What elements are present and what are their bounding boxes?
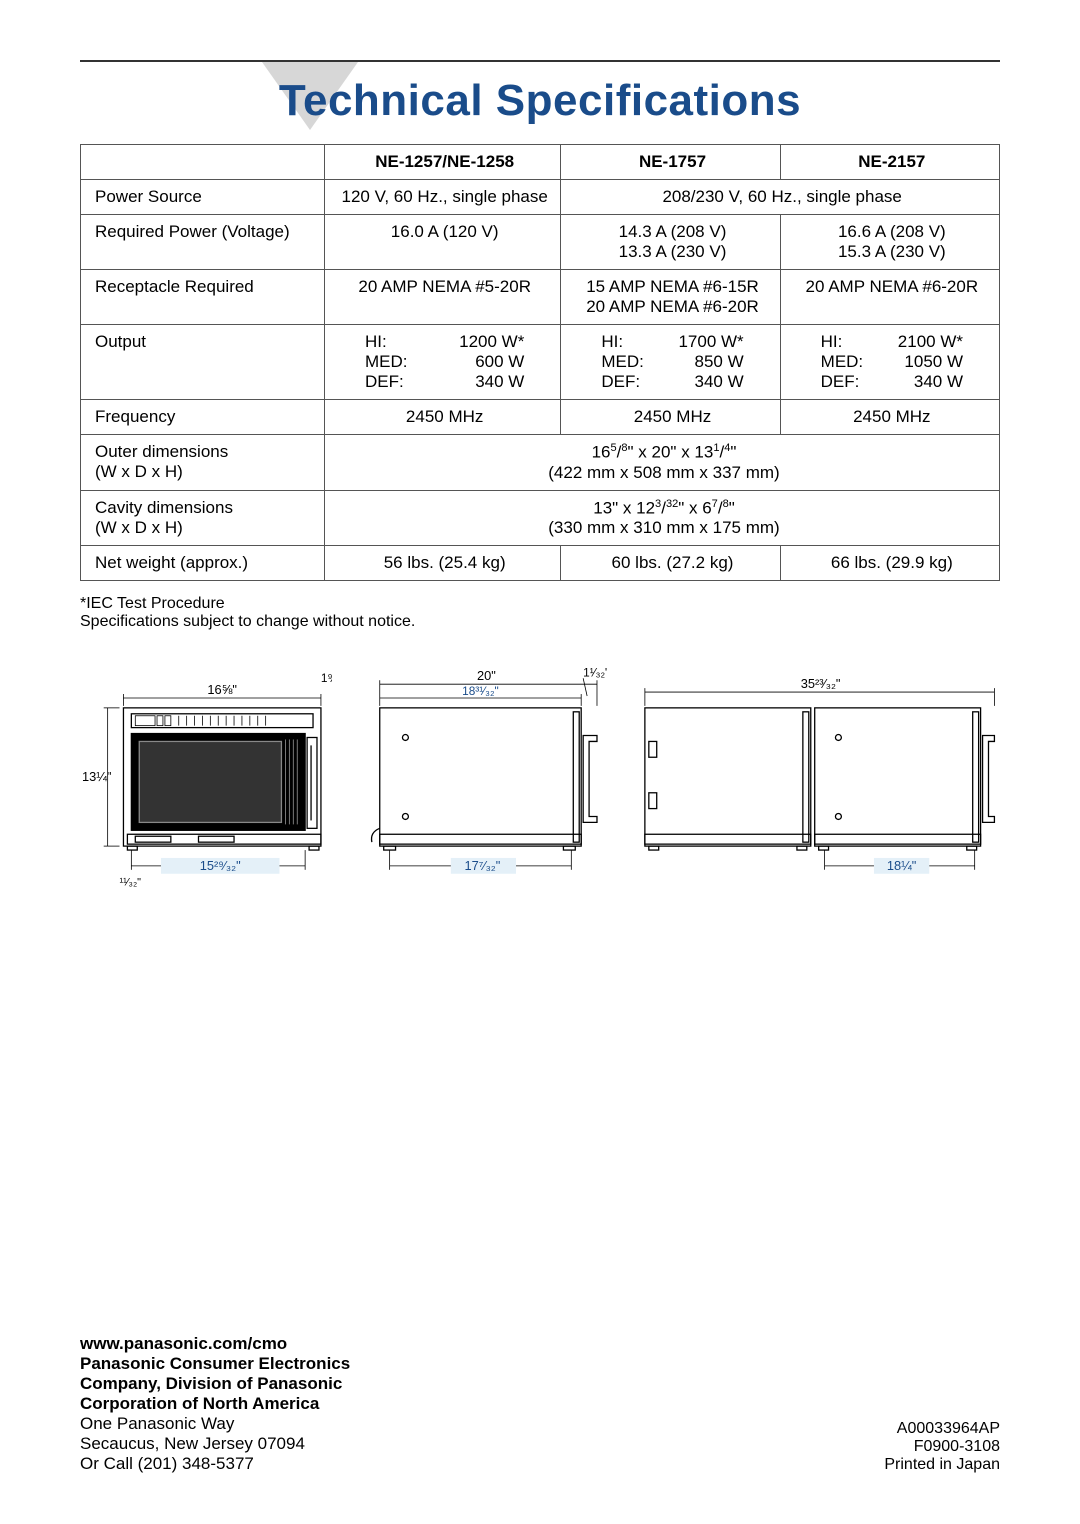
note-line-2: Specifications subject to change without… — [80, 613, 1000, 631]
dim-left: 13¼" — [82, 769, 112, 784]
table-row: Outer dimensions (W x D x H) 165/8" x 20… — [81, 435, 1000, 491]
table-row: Cavity dimensions (W x D x H) 13" x 123/… — [81, 490, 1000, 546]
th-model-3: NE-2157 — [780, 145, 999, 180]
th-model-1: NE-1257/NE-1258 — [325, 145, 561, 180]
row-label: Receptacle Required — [81, 270, 325, 325]
row-label: Power Source — [81, 180, 325, 215]
dim-top: 16⅝" — [207, 682, 237, 697]
dim-bl: ¹¹⁄₃₂" — [119, 877, 141, 889]
notes: *IEC Test Procedure Specifications subje… — [80, 595, 1000, 631]
table-row: Frequency 2450 MHz 2450 MHz 2450 MHz — [81, 400, 1000, 435]
row-label: Net weight (approx.) — [81, 546, 325, 581]
page-title: Technical Specifications — [80, 76, 1000, 126]
cell: 2450 MHz — [780, 400, 999, 435]
output-labels: HI: MED: DEF: — [365, 332, 408, 392]
cell: 60 lbs. (27.2 kg) — [561, 546, 780, 581]
cell: 120 V, 60 Hz., single phase — [325, 180, 561, 215]
dim-bottom: 18¼" — [886, 858, 916, 873]
dim-bottom: 17⁷⁄₃₂" — [464, 858, 500, 873]
footer-company-1: Panasonic Consumer Electronics — [80, 1354, 1000, 1374]
output-values: 1200 W* 600 W 340 W — [459, 332, 524, 392]
spec-table: NE-1257/NE-1258 NE-1757 NE-2157 Power So… — [80, 144, 1000, 581]
output-values: 2100 W* 1050 W 340 W — [898, 332, 963, 392]
note-line-1: *IEC Test Procedure — [80, 595, 1000, 613]
cell: 56 lbs. (25.4 kg) — [325, 546, 561, 581]
footer-company-2: Company, Division of Panasonic — [80, 1374, 1000, 1394]
dim-bottom: 15²⁹⁄₃₂" — [200, 858, 241, 873]
cell: HI: MED: DEF: 1700 W* 850 W 340 W — [561, 325, 780, 400]
footer-company-3: Corporation of North America — [80, 1394, 1000, 1414]
table-row: Required Power (Voltage) 16.0 A (120 V) … — [81, 215, 1000, 270]
row-label: Output — [81, 325, 325, 400]
row-label: Required Power (Voltage) — [81, 215, 325, 270]
footer-url: www.panasonic.com/cmo — [80, 1334, 1000, 1354]
row-label: Frequency — [81, 400, 325, 435]
footer-right: A00033964AP F0900-3108 Printed in Japan — [884, 1420, 1000, 1474]
dim-tr: 1¹⁄₃₂" — [583, 666, 607, 680]
dim-top-outer: 20" — [477, 669, 496, 684]
cell: 16.0 A (120 V) — [325, 215, 561, 270]
footer-address-1: One Panasonic Way — [80, 1414, 1000, 1434]
diagrams: 16⅝" 13¼" 15²⁹⁄₃₂" ¹¹⁄₃₂" 1⁹⁄₁₆" — [80, 661, 1000, 891]
footer-right-2: F0900-3108 — [884, 1438, 1000, 1456]
cell: 2450 MHz — [561, 400, 780, 435]
cell: 20 AMP NEMA #5-20R — [325, 270, 561, 325]
table-row: Net weight (approx.) 56 lbs. (25.4 kg) 6… — [81, 546, 1000, 581]
dim-top-inner: 18³¹⁄₃₂" — [462, 684, 499, 698]
table-row: Output HI: MED: DEF: 1200 W* 600 W 340 W… — [81, 325, 1000, 400]
footer-right-1: A00033964AP — [884, 1420, 1000, 1438]
cell: 16.6 A (208 V) 15.3 A (230 V) — [780, 215, 999, 270]
dim-top: 35²³⁄₃₂" — [800, 676, 840, 691]
diagram-double: 35²³⁄₃₂" 18¼" — [635, 661, 1000, 891]
row-label: Cavity dimensions (W x D x H) — [81, 490, 325, 546]
footer-right-3: Printed in Japan — [884, 1456, 1000, 1474]
cell: 13" x 123/32" x 67/8"(330 mm x 310 mm x … — [325, 490, 1000, 546]
table-row: Power Source 120 V, 60 Hz., single phase… — [81, 180, 1000, 215]
table-header-row: NE-1257/NE-1258 NE-1757 NE-2157 — [81, 145, 1000, 180]
th-model-2: NE-1757 — [561, 145, 780, 180]
diagram-front: 16⅝" 13¼" 15²⁹⁄₃₂" ¹¹⁄₃₂" 1⁹⁄₁₆" — [80, 661, 332, 891]
cell: 20 AMP NEMA #6-20R — [780, 270, 999, 325]
table-row: Receptacle Required 20 AMP NEMA #5-20R 1… — [81, 270, 1000, 325]
output-labels: HI: MED: DEF: — [821, 332, 864, 392]
footer-address-3: Or Call (201) 348-5377 — [80, 1454, 1000, 1474]
top-rule — [80, 60, 1000, 62]
cell: 2450 MHz — [325, 400, 561, 435]
cell: 165/8" x 20" x 131/4"(422 mm x 508 mm x … — [325, 435, 1000, 491]
diagram-side: 20" 18³¹⁄₃₂" 1¹⁄₃₂" 17⁷⁄₃₂" — [360, 661, 607, 891]
dim-tl: 1⁹⁄₁₆" — [321, 672, 332, 686]
th-blank — [81, 145, 325, 180]
row-label: Outer dimensions (W x D x H) — [81, 435, 325, 491]
cell: HI: MED: DEF: 1200 W* 600 W 340 W — [325, 325, 561, 400]
output-values: 1700 W* 850 W 340 W — [678, 332, 743, 392]
cell: 66 lbs. (29.9 kg) — [780, 546, 999, 581]
footer: www.panasonic.com/cmo Panasonic Consumer… — [80, 1334, 1000, 1474]
output-labels: HI: MED: DEF: — [601, 332, 644, 392]
cell: 14.3 A (208 V) 13.3 A (230 V) — [561, 215, 780, 270]
cell: HI: MED: DEF: 2100 W* 1050 W 340 W — [780, 325, 999, 400]
cell: 15 AMP NEMA #6-15R 20 AMP NEMA #6-20R — [561, 270, 780, 325]
cell: 208/230 V, 60 Hz., single phase — [561, 180, 1000, 215]
title-wrap: Technical Specifications — [80, 76, 1000, 126]
footer-address-2: Secaucus, New Jersey 07094 — [80, 1434, 1000, 1454]
